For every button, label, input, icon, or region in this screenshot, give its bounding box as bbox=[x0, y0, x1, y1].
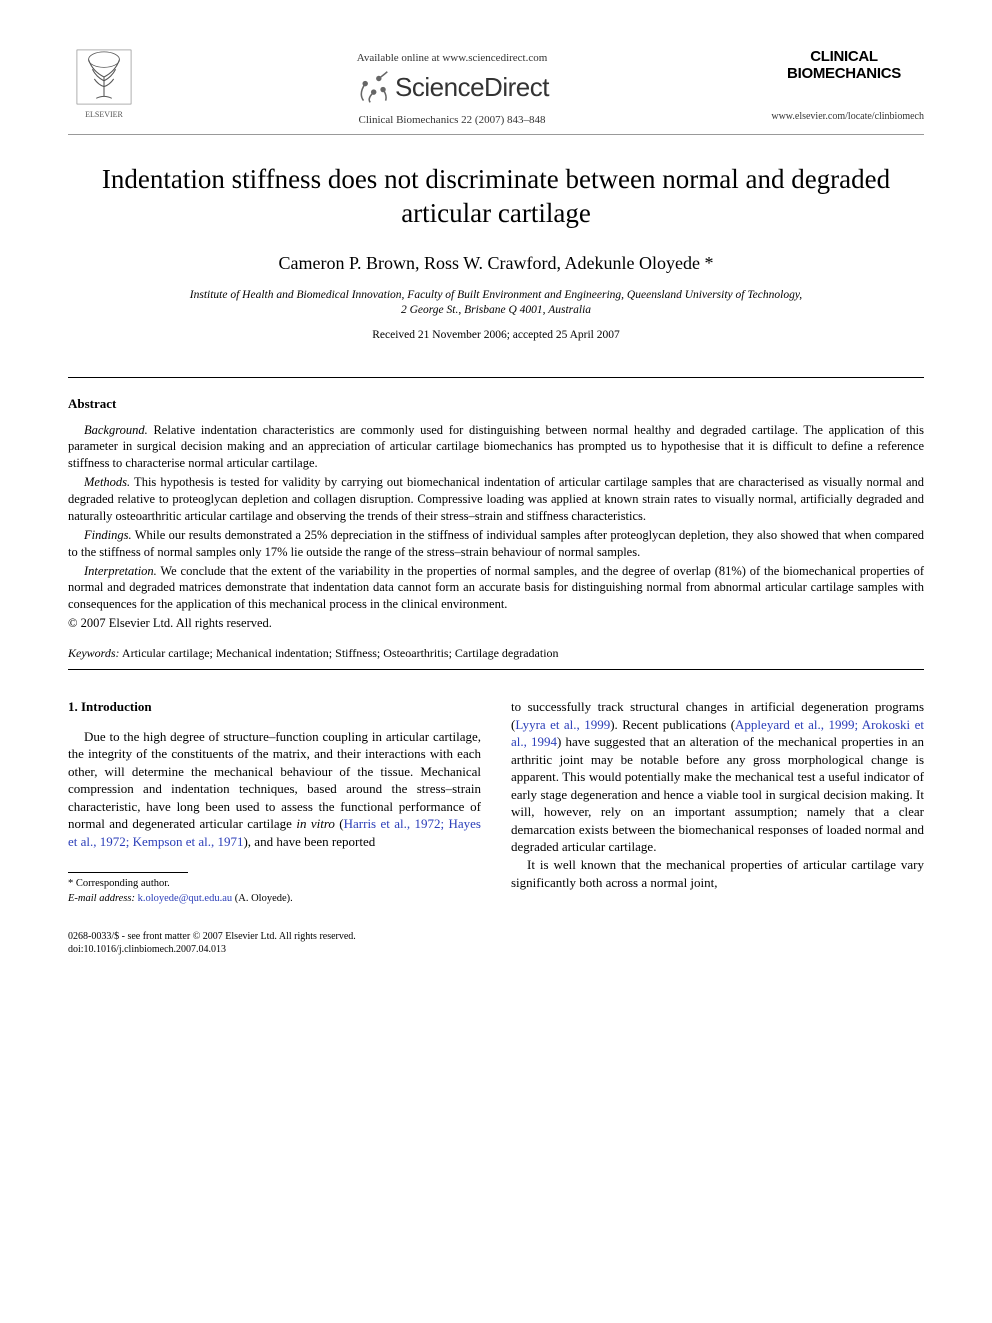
email-label: E-mail address: bbox=[68, 893, 135, 904]
intro-paragraph-right-2: It is well known that the mechanical pro… bbox=[511, 856, 924, 891]
article-dates: Received 21 November 2006; accepted 25 A… bbox=[68, 329, 924, 341]
keywords-text: Articular cartilage; Mechanical indentat… bbox=[120, 646, 559, 660]
affiliation-line1: Institute of Health and Biomedical Innov… bbox=[68, 288, 924, 304]
abstract-methods-text: This hypothesis is tested for validity b… bbox=[68, 475, 924, 523]
journal-name: CLINICAL BIOMECHANICS bbox=[764, 48, 924, 83]
abstract-interpretation-label: Interpretation. bbox=[84, 564, 157, 578]
abstract-top-rule bbox=[68, 377, 924, 378]
footnotes: * Corresponding author. E-mail address: … bbox=[68, 877, 481, 905]
publisher-name: ELSEVIER bbox=[68, 110, 140, 119]
keywords-label: Keywords: bbox=[68, 646, 120, 660]
sciencedirect-text: ScienceDirect bbox=[395, 72, 549, 103]
intro-space: ( bbox=[335, 816, 344, 831]
abstract-methods: Methods. This hypothesis is tested for v… bbox=[68, 474, 924, 525]
journal-reference: Clinical Biomechanics 22 (2007) 843–848 bbox=[140, 114, 764, 126]
abstract-findings-text: While our results demonstrated a 25% dep… bbox=[68, 528, 924, 559]
abstract-background: Background. Relative indentation charact… bbox=[68, 422, 924, 473]
abstract-background-text: Relative indentation characteristics are… bbox=[68, 423, 924, 471]
email-line: E-mail address: k.oloyede@qut.edu.au (A.… bbox=[68, 892, 481, 906]
footnote-rule bbox=[68, 872, 188, 873]
abstract-methods-label: Methods. bbox=[84, 475, 130, 489]
journal-name-line1: CLINICAL bbox=[764, 48, 924, 65]
article-title: Indentation stiffness does not discrimin… bbox=[68, 163, 924, 231]
intro-italic: in vitro bbox=[296, 816, 335, 831]
right-citation-1[interactable]: Lyyra et al., 1999 bbox=[515, 717, 610, 732]
abstract-bottom-rule bbox=[68, 669, 924, 670]
journal-box: CLINICAL BIOMECHANICS www.elsevier.com/l… bbox=[764, 48, 924, 122]
keywords: Keywords: Articular cartilage; Mechanica… bbox=[68, 646, 924, 661]
right-p1-post: ) have suggested that an alteration of t… bbox=[511, 734, 924, 854]
abstract-interpretation-text: We conclude that the extent of the varia… bbox=[68, 564, 924, 612]
abstract-background-label: Background. bbox=[84, 423, 148, 437]
available-online-text: Available online at www.sciencedirect.co… bbox=[140, 52, 764, 64]
abstract-interpretation: Interpretation. We conclude that the ext… bbox=[68, 563, 924, 614]
elsevier-tree-icon bbox=[75, 48, 133, 106]
intro-paragraph-left: Due to the high degree of structure–func… bbox=[68, 728, 481, 851]
right-column: to successfully track structural changes… bbox=[511, 698, 924, 906]
body-columns: 1. Introduction Due to the high degree o… bbox=[68, 698, 924, 906]
abstract-block: Background. Relative indentation charact… bbox=[68, 422, 924, 633]
copyright: © 2007 Elsevier Ltd. All rights reserved… bbox=[68, 615, 924, 632]
corresponding-label: Corresponding author. bbox=[76, 878, 170, 889]
section-heading-introduction: 1. Introduction bbox=[68, 698, 481, 716]
right-p1-mid: ). Recent publications ( bbox=[610, 717, 735, 732]
affiliation-line2: 2 George St., Brisbane Q 4001, Australia bbox=[68, 303, 924, 319]
abstract-heading: Abstract bbox=[68, 396, 924, 412]
page-header: ELSEVIER Available online at www.science… bbox=[68, 48, 924, 126]
page-footer: 0268-0033/$ - see front matter © 2007 El… bbox=[68, 930, 924, 956]
affiliation: Institute of Health and Biomedical Innov… bbox=[68, 288, 924, 319]
abstract-findings-label: Findings. bbox=[84, 528, 132, 542]
footer-line2: doi:10.1016/j.clinbiomech.2007.04.013 bbox=[68, 943, 924, 956]
sciencedirect-icon bbox=[355, 70, 389, 104]
corresponding-author: * Corresponding author. bbox=[68, 877, 481, 891]
email-who: (A. Oloyede). bbox=[232, 893, 293, 904]
center-header: Available online at www.sciencedirect.co… bbox=[140, 48, 764, 126]
authors: Cameron P. Brown, Ross W. Crawford, Adek… bbox=[68, 253, 924, 274]
email-address[interactable]: k.oloyede@qut.edu.au bbox=[135, 893, 232, 904]
journal-name-line2: BIOMECHANICS bbox=[764, 65, 924, 82]
abstract-findings: Findings. While our results demonstrated… bbox=[68, 527, 924, 561]
intro-paragraph-right-1: to successfully track structural changes… bbox=[511, 698, 924, 856]
intro-text-post: ), and have been reported bbox=[243, 834, 375, 849]
publisher-logo: ELSEVIER bbox=[68, 48, 140, 119]
sciencedirect-brand: ScienceDirect bbox=[355, 70, 549, 104]
header-rule bbox=[68, 134, 924, 135]
left-column: 1. Introduction Due to the high degree o… bbox=[68, 698, 481, 906]
journal-url: www.elsevier.com/locate/clinbiomech bbox=[764, 111, 924, 122]
footer-line1: 0268-0033/$ - see front matter © 2007 El… bbox=[68, 930, 924, 943]
